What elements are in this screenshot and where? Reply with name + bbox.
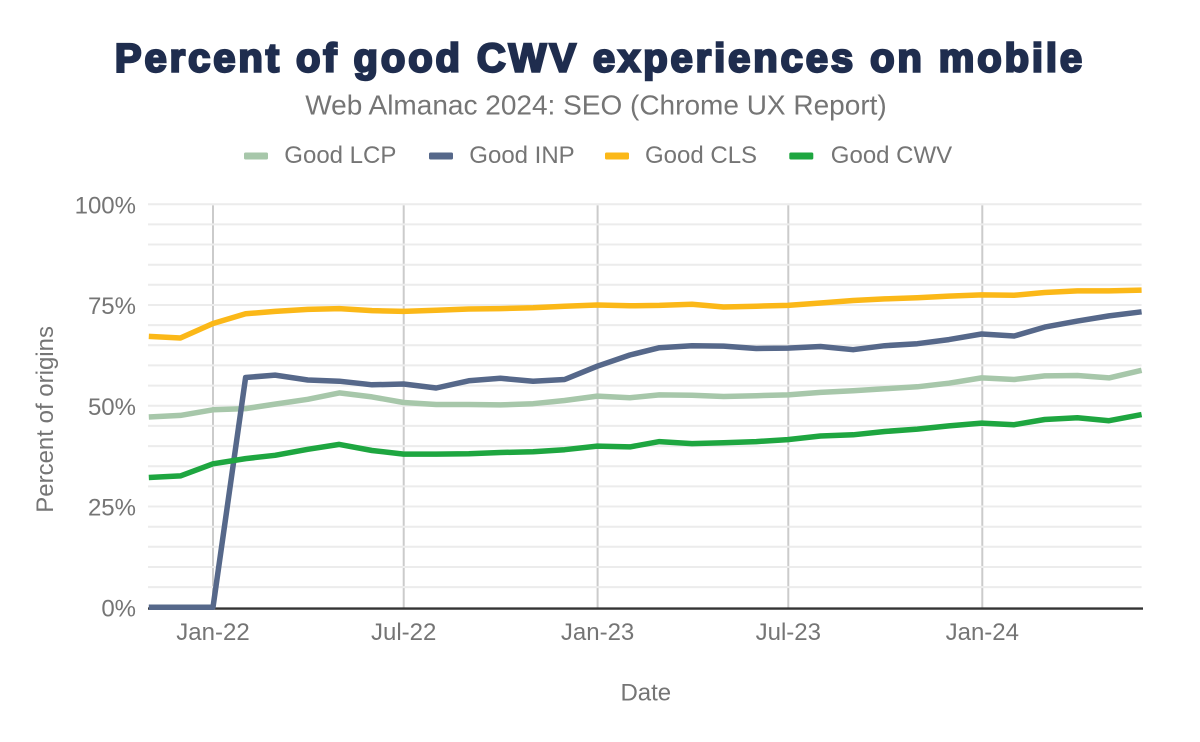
svg-text:0%: 0% <box>101 595 136 622</box>
svg-text:100%: 100% <box>75 192 136 219</box>
svg-text:Good INP: Good INP <box>469 142 574 169</box>
svg-text:75%: 75% <box>88 293 136 320</box>
svg-text:Jan-23: Jan-23 <box>561 619 634 646</box>
svg-text:Good CLS: Good CLS <box>645 142 757 169</box>
svg-text:Web Almanac 2024: SEO (Chrome: Web Almanac 2024: SEO (Chrome UX Report) <box>305 90 887 121</box>
svg-text:Jul-22: Jul-22 <box>371 619 436 646</box>
svg-text:Jul-23: Jul-23 <box>756 619 821 646</box>
svg-text:Jan-24: Jan-24 <box>946 619 1019 646</box>
svg-text:Good CWV: Good CWV <box>831 142 952 169</box>
svg-text:Jan-22: Jan-22 <box>176 619 249 646</box>
svg-text:Percent of origins: Percent of origins <box>32 326 59 513</box>
svg-text:50%: 50% <box>88 394 136 421</box>
svg-text:Percent of good CWV experience: Percent of good CWV experiences on mobil… <box>115 37 1085 81</box>
svg-text:Good LCP: Good LCP <box>284 142 396 169</box>
svg-text:25%: 25% <box>88 495 136 522</box>
svg-text:Date: Date <box>620 680 671 707</box>
